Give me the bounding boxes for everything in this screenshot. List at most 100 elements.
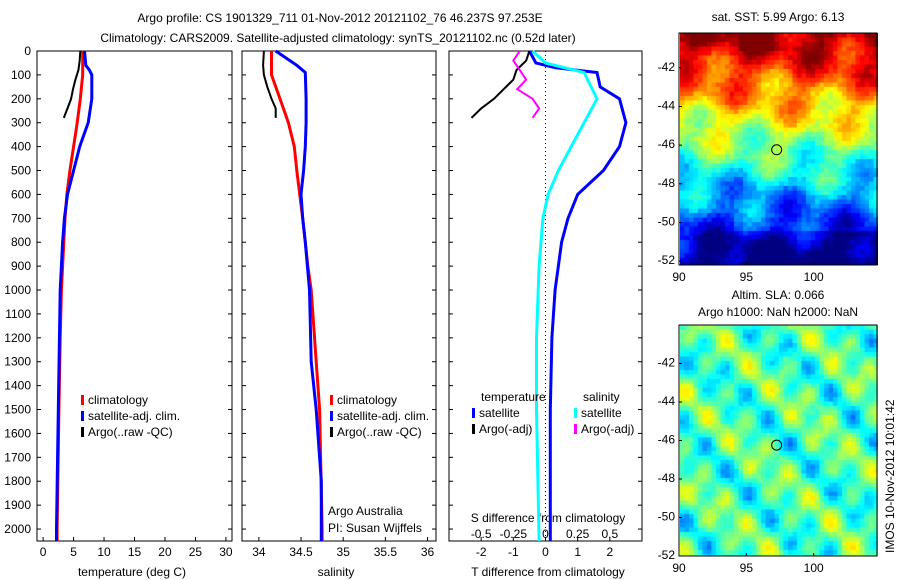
y-tick-label: 600 — [11, 187, 31, 201]
map-x-tick-label: 100 — [804, 561, 824, 575]
x-tick-label: 35.5 — [374, 545, 398, 559]
panel-salinity-frame — [241, 50, 437, 542]
map-y-tick-label: -48 — [658, 176, 676, 190]
x-tick-label: 10 — [97, 545, 111, 559]
argo-location-marker — [771, 439, 783, 451]
x2-tick-label: 0.25 — [566, 527, 590, 541]
map-y-tick-label: -48 — [658, 471, 676, 485]
y-tick-label: 300 — [11, 116, 31, 130]
x-tick-label: 30 — [219, 545, 233, 559]
y-tick-label: 1100 — [5, 307, 31, 321]
x-tick-label: -2 — [476, 545, 487, 559]
diff-xlabel: T difference from climatology — [471, 565, 625, 579]
sla-map-title: Altim. SLA: 0.066 — [732, 288, 825, 302]
x2-tick-label: -0.5 — [471, 527, 492, 541]
legend-label: satellite — [479, 406, 520, 420]
x2-tick-label: 0 — [542, 527, 549, 541]
y-tick-label: 1500 — [4, 403, 31, 417]
map-x-tick-label: 100 — [804, 270, 824, 284]
series-line-s-satellite — [531, 49, 599, 542]
x-tick-label: 15 — [128, 545, 142, 559]
legend-swatch — [574, 408, 577, 418]
x-tick-label: 35 — [337, 545, 351, 559]
y-tick-label: 1700 — [4, 450, 31, 464]
x-tick-label: 2 — [606, 545, 613, 559]
y-tick-label: 800 — [11, 235, 31, 249]
map-x-tick-label: 90 — [672, 270, 686, 284]
map-x-tick-label: 90 — [672, 561, 686, 575]
legend-label: climatology — [88, 393, 148, 407]
x-tick-label: 36 — [421, 545, 435, 559]
map-x-tick-label: 95 — [740, 561, 754, 575]
x-tick-label: 1 — [574, 545, 581, 559]
title-line-2: Climatology: CARS2009. Satellite-adjuste… — [100, 31, 575, 45]
x-tick-label: 25 — [189, 545, 203, 559]
legend-label: Argo(..raw -QC) — [337, 425, 422, 439]
series-line-satellite-adj-clim- — [55, 50, 94, 541]
series-line-climatology — [270, 51, 324, 541]
y-tick-label: 1400 — [4, 379, 31, 393]
legend-swatch — [330, 411, 333, 421]
map-y-tick-label: -44 — [658, 98, 676, 112]
x-tick-label: 0 — [40, 545, 47, 559]
legend-label: satellite — [581, 406, 622, 420]
y-tick-label: 400 — [11, 140, 31, 154]
temperature-xlabel: temperature (deg C) — [78, 565, 186, 579]
legend-swatch — [330, 427, 333, 437]
annotation-argo-australia: Argo Australia — [328, 504, 403, 518]
y-tick-label: 100 — [11, 68, 31, 82]
sst_map-frame — [678, 32, 878, 266]
title-line-1: Argo profile: CS 1901329_711 01-Nov-2012… — [137, 11, 542, 25]
legend-header-salinity: salinity — [583, 390, 620, 404]
map-y-tick-label: -52 — [658, 253, 676, 267]
series-line-argo-raw-qc- — [262, 50, 277, 118]
y-tick-label: 900 — [11, 259, 31, 273]
legend-header-temperature: temperature — [481, 390, 546, 404]
argo-location-marker — [771, 144, 783, 156]
y-tick-label: 1800 — [4, 474, 31, 488]
annotation-pi: PI: Susan Wijffels — [328, 521, 422, 535]
map-y-tick-label: -44 — [658, 394, 676, 408]
x2-tick-label: 0.5 — [601, 527, 618, 541]
legend-swatch — [81, 395, 84, 405]
map-x-tick-label: 95 — [740, 270, 754, 284]
legend-swatch — [81, 411, 84, 421]
panel-temperature-frame — [36, 50, 233, 542]
x-tick-label: 34.5 — [289, 545, 313, 559]
timestamp: IMOS 10-Nov-2012 10:01:42 — [883, 399, 897, 553]
y-tick-label: 1000 — [4, 283, 31, 297]
map-y-tick-label: -50 — [658, 214, 676, 228]
legend-swatch — [574, 424, 577, 434]
y-tick-label: 700 — [11, 211, 31, 225]
map-y-tick-label: -42 — [658, 60, 676, 74]
legend-label: Argo(..raw -QC) — [88, 425, 173, 439]
map-y-tick-label: -50 — [658, 510, 676, 524]
series-line-argo-raw-qc- — [62, 50, 82, 119]
legend-label: Argo(-adj) — [581, 422, 634, 436]
map-y-tick-label: -46 — [658, 433, 676, 447]
x-tick-label: 5 — [70, 545, 77, 559]
sst-map-image — [680, 33, 878, 265]
map-y-tick-label: -52 — [658, 548, 676, 562]
legend-swatch — [81, 427, 84, 437]
legend-swatch — [330, 395, 333, 405]
map-y-tick-label: -46 — [658, 137, 676, 151]
diff-x2label: S difference from climatology — [471, 511, 626, 525]
y-tick-label: 2000 — [4, 522, 31, 536]
y-tick-label: 0 — [24, 44, 31, 58]
legend-label: Argo(-adj) — [479, 422, 532, 436]
y-tick-label: 200 — [11, 92, 31, 106]
x-tick-label: 34 — [252, 545, 266, 559]
sla-map-subtitle: Argo h1000: NaN h2000: NaN — [698, 305, 858, 319]
y-tick-label: 1600 — [4, 426, 31, 440]
legend-label: climatology — [337, 393, 397, 407]
legend-label: satellite-adj. clim. — [88, 409, 180, 423]
legend-swatch — [472, 424, 475, 434]
x2-tick-label: -0.25 — [500, 527, 528, 541]
map-y-tick-label: -42 — [658, 356, 676, 370]
series-line-s-argo-adj- — [512, 50, 541, 119]
series-line-satellite-adj-clim- — [274, 49, 323, 541]
x-tick-label: 0 — [542, 545, 549, 559]
